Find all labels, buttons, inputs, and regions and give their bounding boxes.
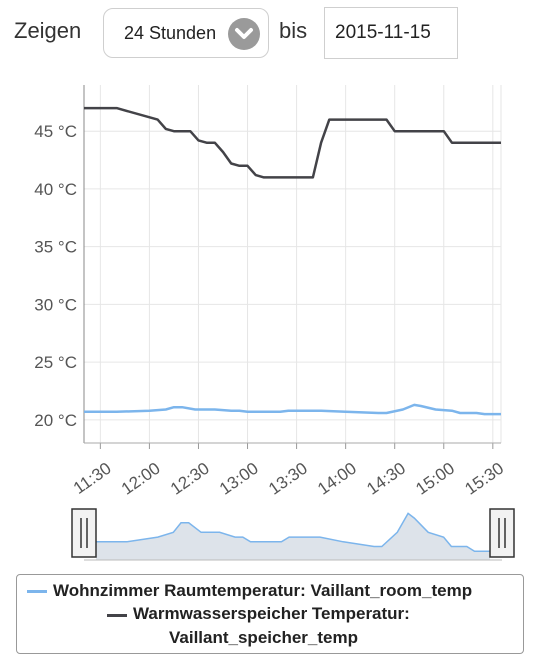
x-axis-labels: 11:30 12:00 12:30 13:00 13:30 14:00 14:30 15:00… bbox=[70, 459, 507, 499]
y-tick-label: 45 °C bbox=[34, 122, 77, 141]
y-tick-label: 35 °C bbox=[34, 238, 77, 257]
chart-grid bbox=[84, 85, 502, 443]
chevron-down-icon[interactable] bbox=[228, 18, 260, 50]
y-tick-label: 40 °C bbox=[34, 180, 77, 199]
x-tick-label: 15:00 bbox=[412, 459, 458, 499]
legend-symbol-tank bbox=[107, 614, 127, 617]
navigator-handle-left[interactable] bbox=[71, 508, 97, 558]
navigator-handle-right[interactable] bbox=[489, 508, 515, 558]
y-axis-labels: 20 °C 25 °C 30 °C 35 °C 40 °C 45 °C bbox=[34, 122, 77, 430]
navigator-line bbox=[96, 512, 490, 553]
x-tick-label: 14:30 bbox=[363, 459, 409, 499]
legend-symbol-room bbox=[27, 590, 47, 593]
x-tick-label: 12:00 bbox=[118, 459, 164, 499]
range-navigator[interactable] bbox=[0, 505, 540, 565]
y-tick-label: 20 °C bbox=[34, 411, 77, 430]
navigator-area bbox=[96, 513, 490, 560]
chart-axes bbox=[83, 85, 501, 449]
x-tick-label: 15:30 bbox=[461, 459, 507, 499]
x-tick-label: 14:00 bbox=[314, 459, 360, 499]
x-tick-label: 12:30 bbox=[167, 459, 213, 499]
y-tick-label: 30 °C bbox=[34, 295, 77, 314]
filter-bar: Zeigen 24 Stunden bis bbox=[0, 0, 540, 70]
range-select-value: 24 Stunden bbox=[124, 23, 217, 43]
legend-label-room: Wohnzimmer Raumtemperatur: Vaillant_room… bbox=[53, 581, 473, 600]
show-label: Zeigen bbox=[14, 18, 82, 43]
legend-label-tank-line1: Warmwasserspeicher Temperatur: bbox=[133, 604, 410, 623]
range-select[interactable]: 24 Stunden bbox=[103, 8, 269, 58]
chart-legend: Wohnzimmer Raumtemperatur: Vaillant_room… bbox=[16, 574, 524, 654]
x-tick-label: 13:30 bbox=[265, 459, 311, 499]
end-date-input[interactable] bbox=[324, 7, 458, 59]
legend-item-room-temp[interactable]: Wohnzimmer Raumtemperatur: Vaillant_room… bbox=[27, 579, 517, 603]
until-label: bis bbox=[279, 18, 308, 43]
legend-item-tank-temp[interactable]: Warmwasserspeicher Temperatur: Vaillant_… bbox=[107, 602, 447, 650]
y-tick-label: 25 °C bbox=[34, 353, 77, 372]
legend-label-tank-line2: Vaillant_speicher_temp bbox=[169, 628, 358, 647]
series-line-tank[interactable] bbox=[84, 106, 501, 179]
x-tick-label: 11:30 bbox=[70, 459, 115, 498]
series-lines bbox=[84, 106, 501, 416]
series-line-room[interactable] bbox=[84, 403, 501, 416]
x-tick-label: 13:00 bbox=[216, 459, 262, 499]
temperature-chart[interactable]: 20 °C 25 °C 30 °C 35 °C 40 °C 45 °C 11:30 12:0… bbox=[0, 75, 540, 500]
